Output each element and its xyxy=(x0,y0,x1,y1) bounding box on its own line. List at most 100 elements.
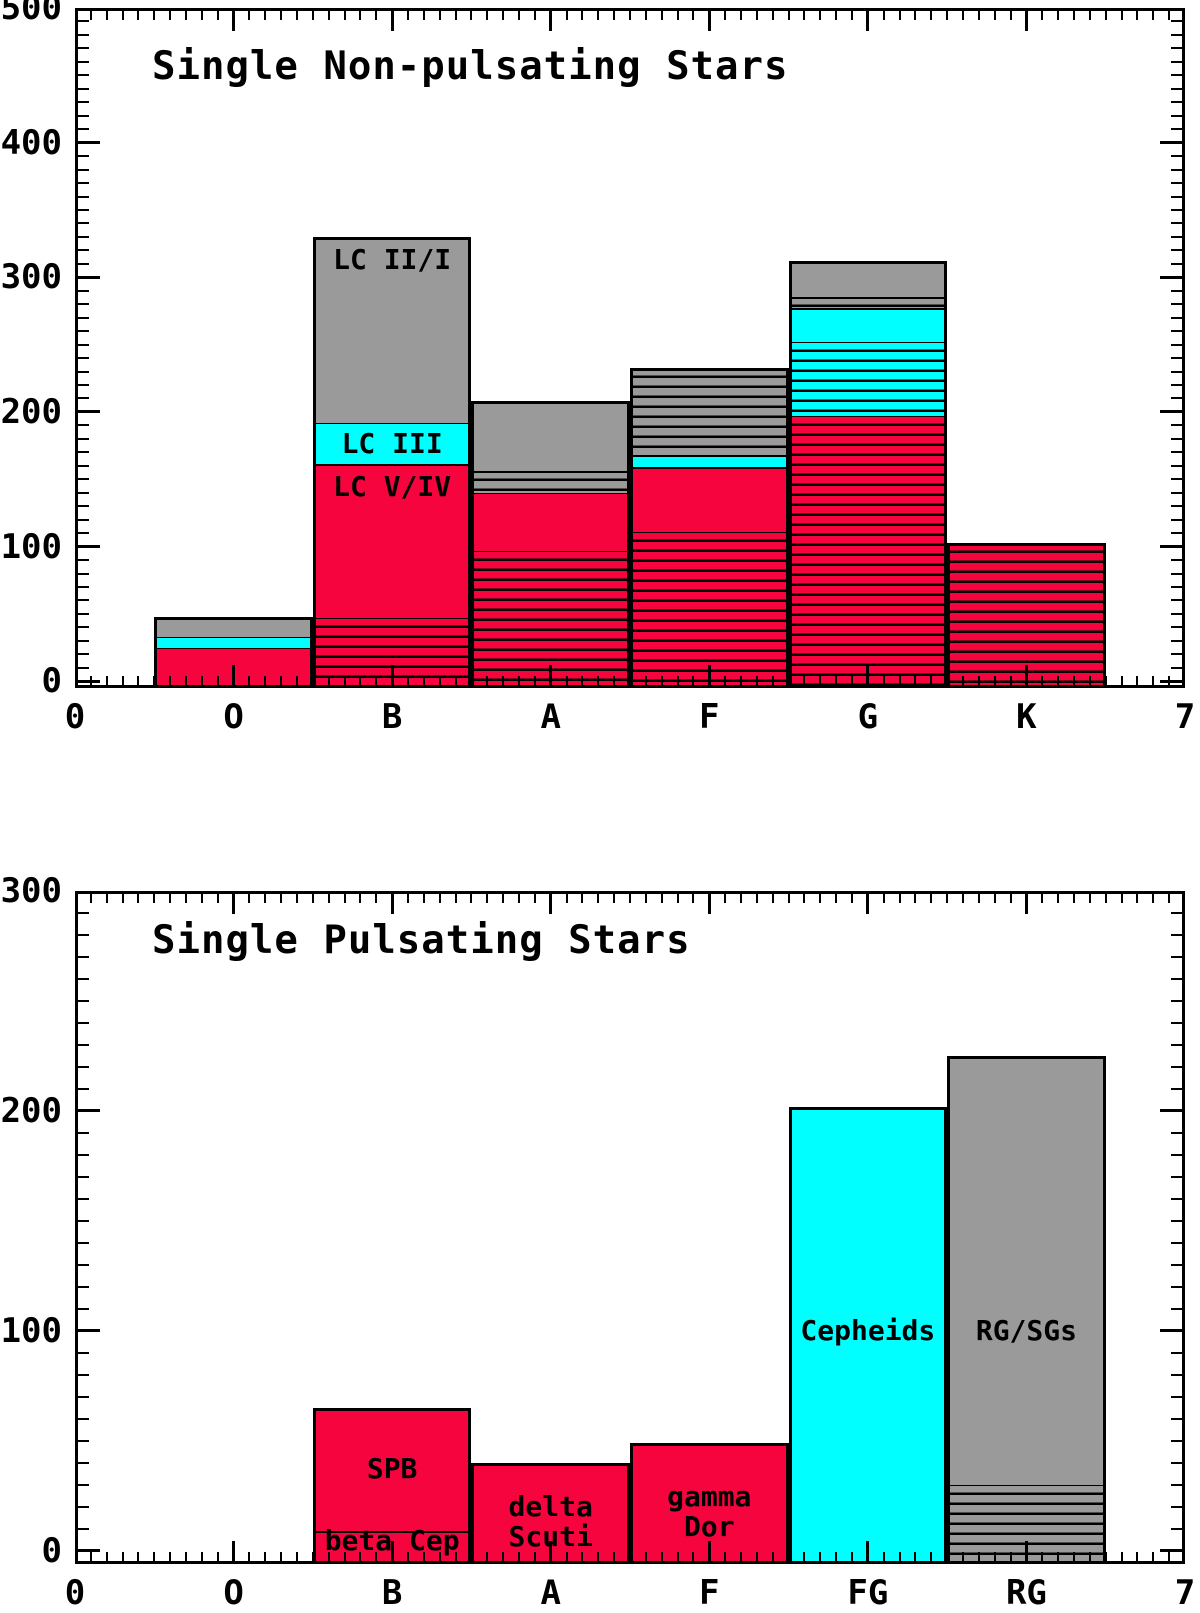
x-minor-tick xyxy=(914,676,917,685)
x-minor-tick xyxy=(660,1552,663,1561)
x-minor-tick xyxy=(1009,1552,1012,1561)
x-minor-tick xyxy=(835,11,838,20)
y-minor-tick xyxy=(78,999,89,1002)
x-minor-tick xyxy=(454,676,457,685)
x-major-tick xyxy=(1024,11,1028,31)
x-major-tick xyxy=(549,1541,553,1561)
y-minor-tick xyxy=(1171,1417,1182,1420)
segment-divider xyxy=(154,635,313,639)
x-minor-tick xyxy=(153,894,156,903)
x-tick-label-f: F xyxy=(699,1573,720,1613)
x-minor-tick xyxy=(169,11,172,20)
x-major-tick xyxy=(1024,665,1028,685)
x-minor-tick xyxy=(1104,1552,1107,1561)
y-minor-tick xyxy=(78,639,89,642)
x-minor-tick xyxy=(169,1552,172,1561)
y-minor-tick xyxy=(1171,1021,1182,1024)
y-minor-tick xyxy=(78,235,89,238)
x-minor-tick xyxy=(169,676,172,685)
y-minor-tick xyxy=(1171,666,1182,669)
x-minor-tick xyxy=(200,11,203,20)
y-minor-tick xyxy=(78,74,89,77)
plot-frame xyxy=(75,8,1185,688)
segment-lc-v-iv xyxy=(312,464,472,618)
y-minor-tick xyxy=(1171,20,1182,23)
y-minor-tick xyxy=(1171,451,1182,454)
x-minor-tick xyxy=(1041,894,1044,903)
x-tick-label-7: 7 xyxy=(1174,1573,1196,1613)
x-major-tick xyxy=(707,894,711,914)
x-minor-tick xyxy=(1136,894,1139,903)
x-minor-tick xyxy=(629,676,631,685)
x-major-tick xyxy=(549,894,553,914)
x-minor-tick xyxy=(375,11,378,20)
y-minor-tick xyxy=(78,289,89,292)
y-minor-tick xyxy=(1171,1087,1182,1090)
x-minor-tick xyxy=(898,676,901,685)
segment-lc-v-iv-hatched xyxy=(630,531,789,688)
segment-cepheids xyxy=(788,1106,948,1564)
x-minor-tick xyxy=(137,1552,140,1561)
x-minor-tick xyxy=(644,11,647,20)
x-minor-tick xyxy=(280,894,283,903)
y-minor-tick xyxy=(1171,599,1182,602)
x-minor-tick xyxy=(1057,11,1060,20)
y-minor-tick xyxy=(1171,1527,1182,1530)
y-minor-tick xyxy=(1171,370,1182,373)
x-minor-tick xyxy=(1152,894,1155,903)
x-minor-tick xyxy=(296,894,298,903)
y-major-tick xyxy=(78,1109,100,1113)
x-minor-tick xyxy=(375,894,378,903)
y-minor-tick xyxy=(78,1087,89,1090)
segment-divider xyxy=(630,453,789,457)
x-major-tick xyxy=(232,11,236,31)
segment-lc-v-iv xyxy=(471,492,630,551)
segment-lc-v-iv xyxy=(630,467,789,532)
segment-lc-ii-i-hatched xyxy=(788,297,948,309)
segment-divider xyxy=(947,1483,1106,1487)
x-minor-tick xyxy=(343,1552,346,1561)
x-tick-label-a: A xyxy=(540,1573,561,1613)
y-minor-tick xyxy=(78,1417,89,1420)
y-minor-tick xyxy=(1171,1043,1182,1046)
y-minor-tick xyxy=(1171,1439,1182,1442)
x-minor-tick xyxy=(533,894,536,903)
segment-label-gamma-dor: gamma Dor xyxy=(667,1479,752,1543)
segment-rg-sgs-hatched xyxy=(947,1484,1106,1564)
segment-divider xyxy=(312,462,472,466)
x-minor-tick xyxy=(438,11,441,20)
y-minor-tick xyxy=(78,397,89,400)
x-minor-tick xyxy=(486,894,489,903)
x-minor-tick xyxy=(248,676,251,685)
y-minor-tick xyxy=(78,532,89,535)
segment-lc-ii-i-hatched xyxy=(471,471,630,493)
y-minor-tick xyxy=(1171,74,1182,77)
y-minor-tick xyxy=(1171,653,1182,656)
x-minor-tick xyxy=(1057,676,1060,685)
x-minor-tick xyxy=(724,11,727,20)
x-minor-tick xyxy=(533,676,536,685)
y-minor-tick xyxy=(78,464,89,467)
segment-divider xyxy=(630,530,789,534)
y-minor-tick xyxy=(1171,1373,1182,1376)
y-minor-tick xyxy=(78,20,89,23)
x-minor-tick xyxy=(1168,894,1171,903)
x-minor-tick xyxy=(248,11,251,20)
x-minor-tick xyxy=(1073,894,1075,903)
x-minor-tick xyxy=(993,1552,996,1561)
y-minor-tick xyxy=(78,47,89,50)
x-minor-tick xyxy=(819,894,822,903)
y-minor-tick xyxy=(78,424,89,427)
x-minor-tick xyxy=(819,11,822,20)
y-minor-tick xyxy=(78,195,89,198)
bar-f xyxy=(630,367,789,688)
y-minor-tick xyxy=(78,1263,89,1266)
bar-k xyxy=(947,542,1106,688)
x-minor-tick xyxy=(946,676,949,685)
y-minor-tick xyxy=(78,222,89,225)
y-minor-tick xyxy=(78,572,89,575)
x-minor-tick xyxy=(676,676,679,685)
y-minor-tick xyxy=(78,437,89,440)
x-minor-tick xyxy=(1088,894,1091,903)
